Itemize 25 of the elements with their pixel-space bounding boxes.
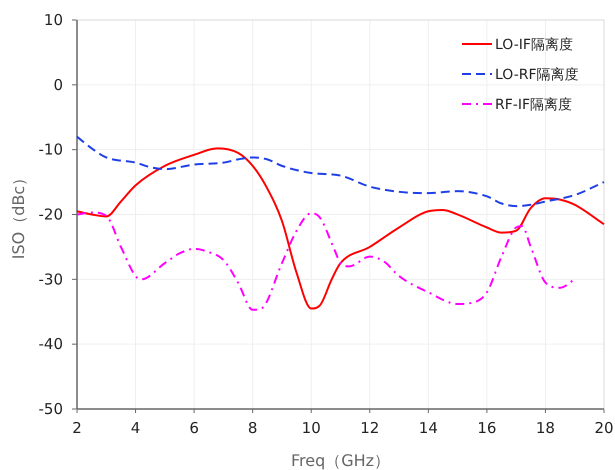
x-tick-label: 20 xyxy=(594,419,614,437)
x-axis-title: Freq（GHz） xyxy=(290,451,390,470)
y-tick-label: 0 xyxy=(53,76,63,94)
x-tick-label: 6 xyxy=(189,419,199,437)
x-tick-label: 12 xyxy=(360,419,380,437)
x-tick-label: 16 xyxy=(477,419,496,437)
legend-label: LO-IF隔离度 xyxy=(495,37,573,53)
x-tick-label: 4 xyxy=(130,419,140,437)
x-tick-label: 18 xyxy=(536,419,555,437)
x-tick-label: 8 xyxy=(248,419,258,437)
y-axis-title: ISO（dBc） xyxy=(9,170,28,260)
line-series xyxy=(76,136,605,208)
y-tick-label: -50 xyxy=(38,400,63,418)
y-tick-label: -20 xyxy=(38,206,63,224)
x-tick-label: 14 xyxy=(418,419,438,437)
line-series xyxy=(76,147,605,310)
y-tick-label: -30 xyxy=(38,270,63,288)
legend-label: RF-IF隔离度 xyxy=(495,97,572,113)
legend-label: LO-RF隔离度 xyxy=(495,67,579,83)
x-tick-label: 10 xyxy=(302,419,321,437)
y-tick-label: -10 xyxy=(38,140,63,159)
y-tick-label: -40 xyxy=(38,335,63,354)
line-series xyxy=(76,212,576,311)
y-tick-label: 10 xyxy=(44,11,63,29)
x-tick-label: 2 xyxy=(72,419,82,437)
